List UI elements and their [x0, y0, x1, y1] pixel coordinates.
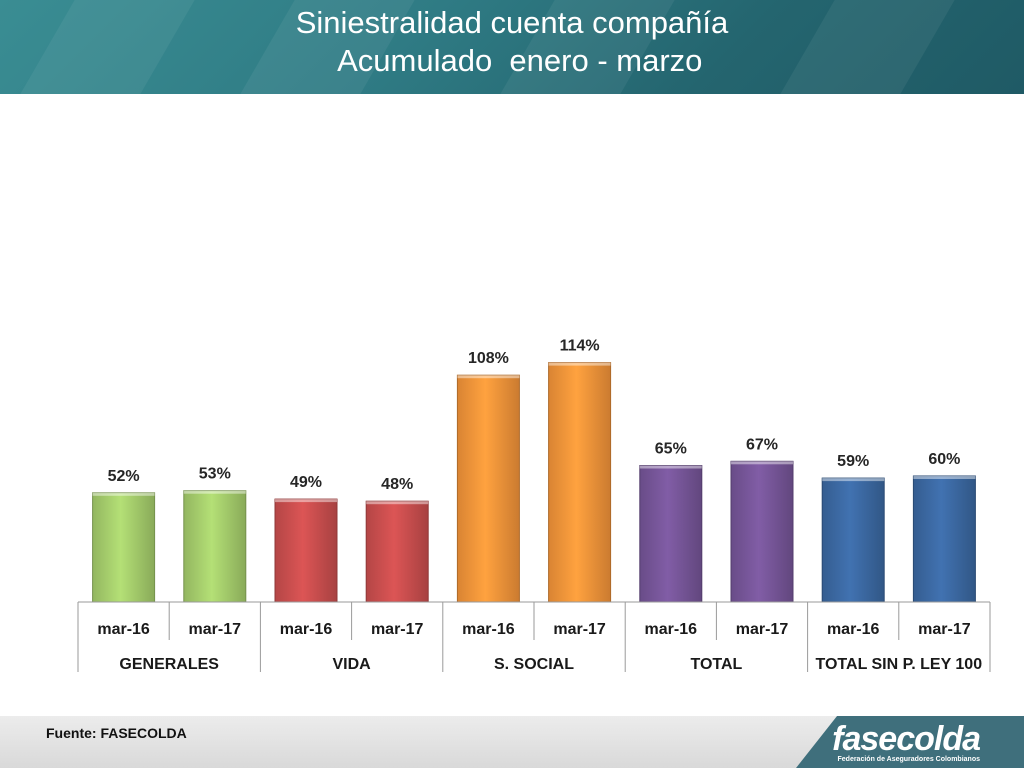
x-tick-label: mar-17 — [553, 621, 606, 638]
bar-generales-mar-17 — [183, 490, 247, 603]
bar-highlight — [548, 362, 611, 366]
data-label: 53% — [199, 466, 231, 483]
logo-tagline: Federación de Aseguradores Colombianos — [837, 756, 981, 763]
header-banner: Siniestralidad cuenta compañía Acumulado… — [0, 0, 1024, 94]
group-label: TOTAL SIN P. LEY 100 — [816, 656, 983, 673]
x-tick-label: mar-16 — [462, 621, 515, 638]
bar-highlight — [92, 492, 155, 496]
data-label: 52% — [108, 468, 140, 485]
data-label: 114% — [560, 338, 600, 355]
data-label: 60% — [928, 451, 960, 468]
x-tick-label: mar-16 — [280, 621, 333, 638]
title-line-1: Siniestralidad cuenta compañía — [295, 5, 729, 40]
bar-s-social-mar-17 — [548, 362, 612, 603]
bar-highlight — [913, 476, 976, 479]
x-tick-label: mar-17 — [371, 621, 424, 638]
group-label: VIDA — [332, 656, 371, 673]
bar-total-mar-16 — [639, 465, 703, 603]
data-label: 49% — [290, 474, 322, 491]
bar-vida-mar-16 — [274, 498, 338, 603]
bars-layer: 52% 53% 49% 48% 108% 114% 65% 67% 59% 60% — [92, 338, 976, 603]
bar-highlight — [457, 375, 520, 379]
bar-highlight — [639, 465, 702, 469]
x-tick-label: mar-17 — [736, 621, 789, 638]
x-tick-label: mar-17 — [189, 621, 242, 638]
bar-highlight — [183, 490, 246, 494]
data-label: 48% — [381, 476, 413, 493]
group-label: GENERALES — [119, 656, 219, 673]
x-tick-label: mar-16 — [827, 621, 880, 638]
group-label: TOTAL — [690, 656, 742, 673]
source-note: Fuente: FASECOLDA — [46, 725, 187, 741]
bar-vida-mar-17 — [365, 500, 429, 603]
bar-highlight — [822, 478, 885, 482]
group-label: S. SOCIAL — [494, 656, 574, 673]
title-line-2: Acumulado enero - marzo — [321, 43, 703, 78]
bar-highlight — [275, 499, 337, 503]
data-label: 108% — [468, 350, 509, 367]
x-tick-label: mar-17 — [918, 621, 971, 638]
loss-ratio-bar-chart: 52% 53% 49% 48%108%114%65% 67%59% 60% mar-16 m… — [77, 338, 991, 673]
category-axis: mar-16 mar-17 mar-16 mar-17 mar-16 mar-17 mar-… — [77, 601, 991, 673]
data-label: 59% — [837, 453, 869, 470]
x-tick-label: mar-16 — [97, 621, 150, 638]
page-title: Siniestralidad cuenta compañía Acumulado… — [0, 4, 1024, 80]
bar-highlight — [731, 461, 793, 465]
bar-generales-mar-16 — [92, 492, 156, 603]
bar-total-sin-p-ley-100-mar-16 — [821, 477, 885, 603]
x-tick-label: mar-16 — [645, 621, 698, 638]
logo-band — [796, 716, 1024, 768]
bar-highlight — [366, 501, 429, 505]
bar-total-sin-p-ley-100-mar-17 — [912, 475, 976, 603]
bar-total-mar-17 — [730, 460, 794, 603]
data-label: 67% — [746, 436, 778, 453]
data-label: 65% — [655, 441, 687, 458]
footer: Fuente: FASECOLDA fasecolda Federación d… — [0, 716, 1024, 768]
bar-s-social-mar-16 — [456, 374, 520, 603]
fasecolda-logo: fasecolda — [832, 720, 981, 758]
